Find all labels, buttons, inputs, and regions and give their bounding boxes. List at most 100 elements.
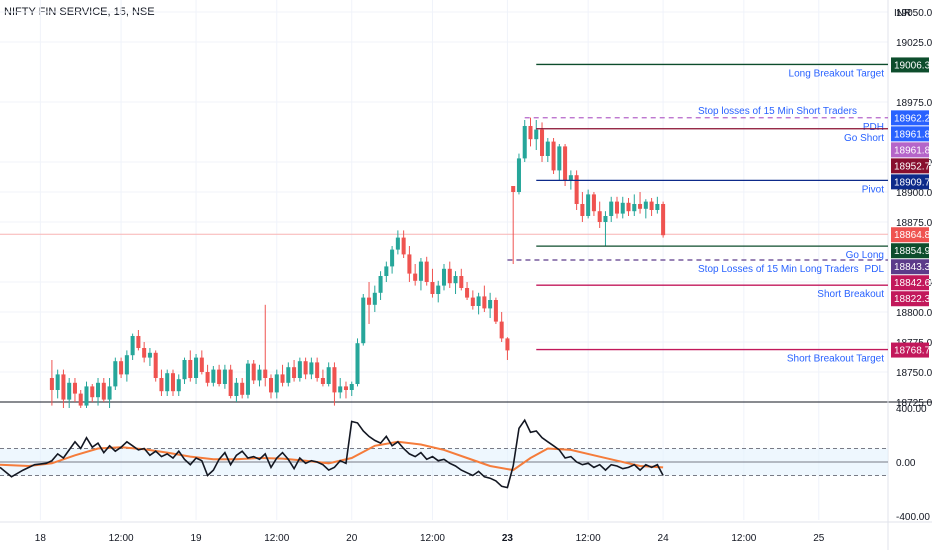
candle-body [545,141,550,156]
candle-body [632,204,637,212]
candle-body [315,362,320,378]
candle-body [551,141,556,171]
candle-body [349,384,354,390]
price-tick-label: 18800.00 [896,308,932,319]
candle-body [159,378,164,392]
price-tag [891,126,929,142]
candle-body [332,367,337,393]
candle-body [482,296,487,309]
candle-body [361,297,366,344]
candle-body [453,276,458,284]
candle-body [280,374,285,383]
price-tick-label: 18900.00 [896,188,932,199]
price-tag [891,275,929,291]
candle-body [130,336,135,356]
candle-body [470,297,475,306]
candle-body [528,126,533,140]
candle-body [436,285,441,294]
candle-body [165,373,170,392]
candle-body [355,343,360,384]
candle-body [643,201,648,209]
candle-body [338,386,343,393]
candle-body [626,202,631,212]
candle-body [211,369,216,383]
candle-body [61,374,66,400]
price-tag-label: 18768.70 [894,346,932,357]
candle-body [251,363,256,381]
candle-body [534,129,539,140]
level-label: Pivot [862,184,884,195]
candle-body [194,357,199,378]
price-tag [891,57,929,73]
price-tag-label: 18961.85 [894,145,932,156]
candle-body [476,296,481,306]
candle-body [638,204,643,209]
candle-body [603,216,608,222]
price-tag [891,110,929,126]
candle-body [661,204,666,236]
price-tag-label: 18962.20 [894,113,932,124]
candle-body [170,373,176,392]
candle-body [96,382,101,398]
candle-body [459,276,464,288]
price-tag [891,243,929,259]
price-tag-label: 18843.35 [894,262,932,273]
candle-body [303,361,308,375]
candle-body [274,374,279,393]
price-tag [891,174,929,190]
cci-series [0,418,664,489]
time-tick-label: 18 [35,533,47,544]
candle-body [176,379,181,392]
cci-tick-label: 400.00 [896,404,927,415]
level-label: Stop losses of 15 Min Short Traders [698,106,857,117]
candle-body [136,336,141,348]
candle-body [67,382,72,400]
price-tag [891,158,929,174]
candle-body [620,202,625,214]
price-tag-label: 18909.70 [894,177,932,188]
candle-body [609,201,614,216]
candle-body [119,361,124,375]
price-tag [891,291,929,307]
level-label: Short Breakout [817,289,884,300]
candle-body [228,369,233,396]
candle-body [580,204,585,216]
level-label: Long Breakout Target [789,68,885,79]
candle-body [217,369,222,384]
candle-body [574,175,579,204]
candle-body [257,369,262,381]
candle-body [309,362,314,375]
price-tag-label: 18842.65 [894,278,932,289]
level-label: PDH [863,122,884,133]
price-tag-label: 18854.90 [894,246,932,257]
candle-body [107,386,112,400]
candle-body [153,352,158,378]
candles [49,117,666,408]
candle-body [147,352,152,358]
candle-body [563,146,568,180]
candle-body [488,300,493,309]
candle-body [395,237,400,250]
time-tick-label: 20 [346,533,358,544]
candle-body [222,369,227,384]
time-tick-label: 25 [813,533,825,544]
candle-body [84,386,89,406]
candle-body [343,386,348,390]
candle-body [142,348,147,358]
candle-body [522,126,527,159]
candle-body [372,292,377,305]
candle-body [441,268,447,286]
candle-body [49,378,54,390]
candle-body [511,186,516,192]
price-tag-label: 19006.30 [894,60,932,71]
cci-panel [0,418,888,489]
candle-body [465,288,470,298]
cci-tick-label: 0.00 [896,458,916,469]
price-tick-label: 18750.00 [896,368,932,379]
cci-tick-label: -400.00 [896,512,930,523]
candle-body [378,276,383,293]
price-tag [891,227,929,243]
price-tag-label: 18961.85 [894,129,932,140]
candle-body [591,194,596,212]
